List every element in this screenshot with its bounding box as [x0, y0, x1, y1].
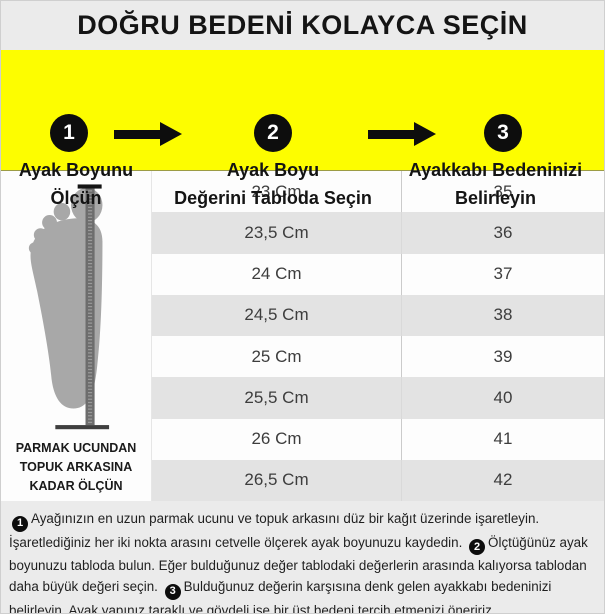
cell-foot-length: 26,5 Cm	[244, 470, 309, 490]
step-3-number-badge: 3	[484, 114, 522, 152]
arrow-right-icon	[368, 122, 436, 146]
table-row: 25 Cm 39	[152, 336, 604, 378]
foot-diagram-icon	[28, 184, 110, 430]
step-2-number-badge: 2	[254, 114, 292, 152]
table-row: 24 Cm 37	[152, 253, 604, 295]
ruler-bottom-mark	[55, 425, 110, 430]
cell-foot-length: 23 Cm	[251, 181, 302, 201]
foot-caption: PARMAK UCUNDAN TOPUK ARKASINA KADAR ÖLÇÜ…	[16, 439, 137, 496]
instructions-text: 1 Ayağınızın en uzun parmak ucunu ve topu…	[1, 501, 604, 614]
cell-foot-length: 26 Cm	[251, 429, 302, 449]
arrow-shaft	[368, 129, 414, 139]
arrow-head	[414, 122, 436, 146]
step-1-label-line2: Ölçün	[50, 188, 102, 208]
step-1-number: 1	[63, 121, 75, 144]
table-row: 26,5 Cm 42	[152, 459, 604, 501]
size-rows: 23 Cm 35 23,5 Cm 36 24 Cm 37 24,5 Cm 38 …	[152, 171, 604, 501]
step-1-label-line1: Ayak Boyunu	[18, 160, 134, 180]
table-row: 23 Cm 35	[152, 171, 604, 213]
cell-shoe-size: 37	[401, 253, 604, 295]
cell-foot-length: 25,5 Cm	[244, 387, 309, 407]
step-1-label: Ayak Boyunu Ölçün	[1, 156, 151, 212]
arrow-shaft	[114, 129, 160, 139]
cell-shoe-size: 39	[401, 336, 604, 378]
step-3-number: 3	[497, 121, 509, 144]
instruction-badge-3: 3	[164, 583, 181, 600]
step-3-label-line2: Belirleyin	[454, 188, 537, 208]
step-3-label: Ayakkabı Bedeninizi Belirleyin	[393, 156, 598, 212]
cell-foot-length: 24,5 Cm	[244, 305, 309, 325]
step-2-label-line2: Değerini Tabloda Seçin	[174, 188, 372, 208]
foot-caption-line2: TOPUK ARKASINA	[19, 460, 133, 474]
foot-silhouette	[28, 187, 103, 409]
cell-shoe-size: 36	[401, 212, 604, 254]
cell-shoe-size: 40	[401, 377, 604, 419]
title-bar: DOĞRU BEDENİ KOLAYCA SEÇİN	[1, 1, 604, 50]
step-2-label-line1: Ayak Boyu	[226, 160, 320, 180]
arrow-head	[160, 122, 182, 146]
foot-caption-line1: PARMAK UCUNDAN	[15, 441, 137, 455]
steps-band: 1 2 3 Ayak Boyunu Ölçün Ayak Boyu Değeri…	[1, 50, 604, 208]
table-row: 23,5 Cm 36	[152, 212, 604, 254]
size-table: PARMAK UCUNDAN TOPUK ARKASINA KADAR ÖLÇÜ…	[1, 171, 604, 501]
instruction-segment-1: Ayağınızın en uzun parmak ucunu ve topuk…	[9, 511, 540, 550]
cell-shoe-size: 42	[401, 459, 604, 501]
instruction-segment-3: Bulduğunuz değerin karşısına denk gelen …	[9, 579, 552, 614]
instruction-badge-2: 2	[469, 539, 486, 556]
table-row: 26 Cm 41	[152, 418, 604, 460]
cell-foot-length: 25 Cm	[251, 346, 302, 366]
step-2-number: 2	[267, 121, 279, 144]
step-1-number-badge: 1	[50, 114, 88, 152]
cell-foot-length: 23,5 Cm	[244, 222, 309, 242]
arrow-right-icon	[114, 122, 182, 146]
instruction-segment-2: Ölçtüğünüz ayak boyunuzu tabloda bulun. …	[9, 534, 588, 595]
page-title: DOĞRU BEDENİ KOLAYCA SEÇİN	[77, 10, 528, 40]
table-row: 24,5 Cm 38	[152, 294, 604, 336]
foot-measurement-diagram: PARMAK UCUNDAN TOPUK ARKASINA KADAR ÖLÇÜ…	[1, 171, 152, 501]
foot-caption-line3: KADAR ÖLÇÜN	[29, 479, 123, 493]
step-2-label: Ayak Boyu Değerini Tabloda Seçin	[149, 156, 397, 212]
cell-shoe-size: 35	[401, 171, 604, 213]
instruction-badge-1: 1	[12, 515, 28, 532]
step-3-label-line1: Ayakkabı Bedeninizi	[408, 160, 583, 180]
cell-shoe-size: 41	[401, 418, 604, 460]
cell-shoe-size: 38	[401, 294, 604, 336]
cell-foot-length: 24 Cm	[251, 264, 302, 284]
ruler-top-mark	[77, 184, 102, 189]
table-row: 25,5 Cm 40	[152, 377, 604, 419]
